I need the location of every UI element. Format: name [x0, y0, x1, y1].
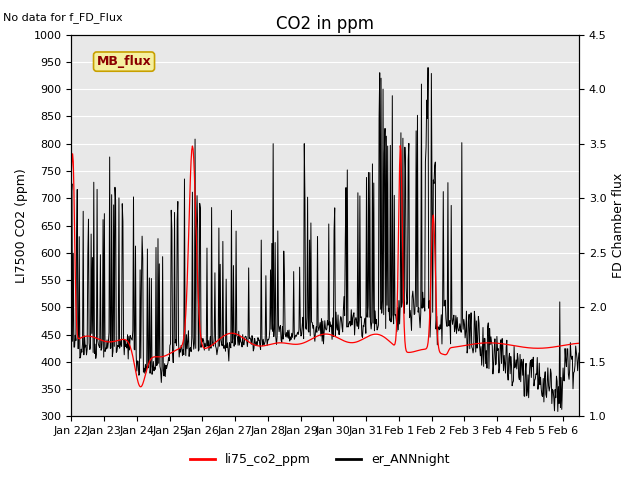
- Y-axis label: LI7500 CO2 (ppm): LI7500 CO2 (ppm): [15, 168, 28, 283]
- Title: CO2 in ppm: CO2 in ppm: [276, 15, 374, 33]
- Legend: li75_co2_ppm, er_ANNnight: li75_co2_ppm, er_ANNnight: [186, 448, 454, 471]
- Y-axis label: FD Chamber flux: FD Chamber flux: [612, 173, 625, 278]
- Text: No data for f_FD_Flux: No data for f_FD_Flux: [3, 12, 123, 23]
- Text: MB_flux: MB_flux: [97, 55, 152, 68]
